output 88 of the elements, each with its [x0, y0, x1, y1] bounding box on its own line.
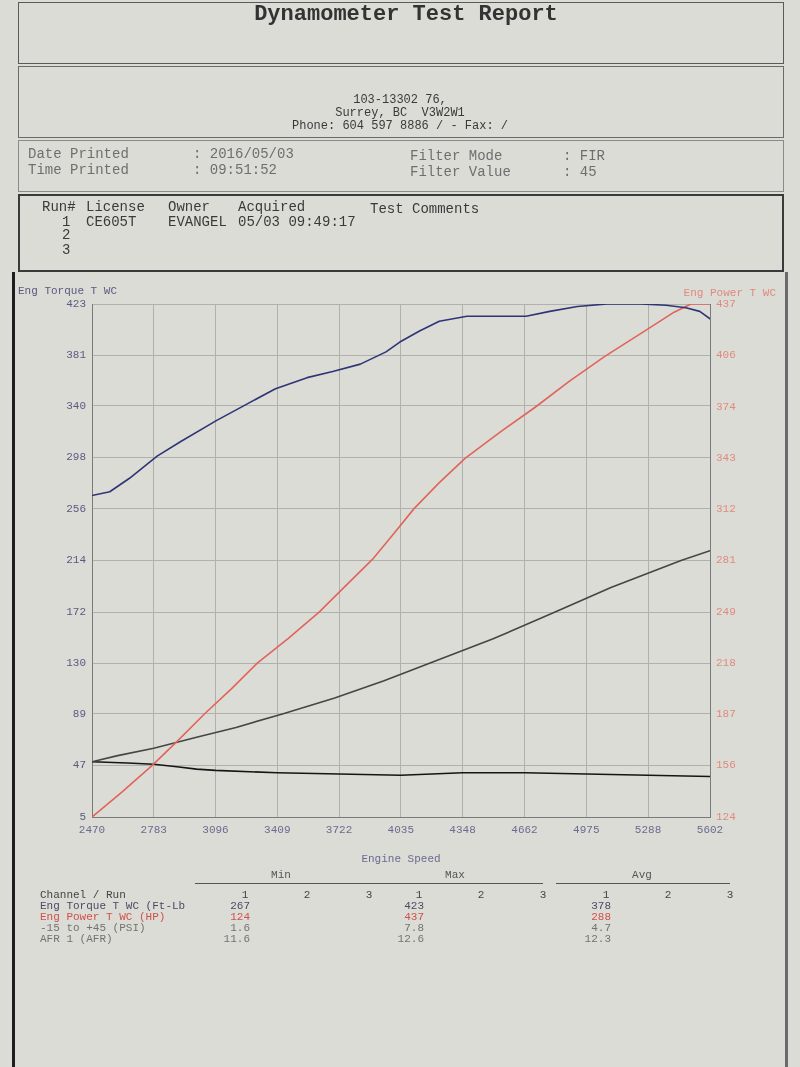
x-tick-label: 3409: [264, 823, 291, 836]
y-tick-label: 298: [66, 451, 86, 464]
text: 05/03 09:49:17: [238, 214, 356, 230]
data-label: 288: [591, 911, 611, 923]
data-label: 124: [230, 911, 250, 923]
x-tick-label: 3722: [325, 823, 353, 836]
legend-title: Channel / Run: [40, 889, 126, 901]
y-tick-label: 47: [72, 759, 86, 772]
legend-label: Eng Power T WC (HP): [40, 911, 166, 923]
text: Phone: 604 597 8886 / - Fax: /: [291, 119, 509, 133]
category-label: 2: [303, 889, 311, 901]
text: Date Printed: [28, 146, 129, 162]
text: 2: [62, 227, 71, 243]
x-tick-label: 5288: [634, 823, 662, 836]
y-tick-label: 381: [66, 349, 87, 362]
category-label: 2: [664, 889, 672, 901]
text: Dynamometer Test Report: [254, 2, 558, 27]
y2-tick-label: 312: [716, 503, 736, 516]
y-tick-label: 130: [66, 657, 86, 670]
x-tick-label: 3096: [202, 823, 229, 836]
category-label: 3: [365, 889, 373, 901]
x-tick-label: 2783: [140, 823, 167, 836]
category-label: 3: [539, 889, 547, 901]
data-label: 437: [404, 911, 424, 923]
x-axis-title: Engine Speed: [361, 853, 441, 866]
y2-tick-label: 437: [716, 297, 736, 310]
y2-tick-label: 218: [716, 657, 736, 670]
text: Owner: [168, 199, 211, 215]
y-tick-label: 214: [66, 554, 87, 567]
y-tick-label: 423: [66, 297, 86, 310]
data-label: 267: [230, 900, 250, 912]
category-label: 2: [477, 889, 485, 901]
category-label: 1: [241, 889, 249, 901]
text: License: [86, 199, 145, 215]
y2-tick-label: 124: [716, 810, 737, 823]
text: : 2016/05/03: [193, 146, 294, 162]
data-label: 12.3: [584, 933, 611, 945]
text: Avg: [632, 869, 652, 881]
text: Filter Mode: [410, 148, 503, 164]
x-tick-label: 4035: [387, 823, 415, 836]
text: : 09:51:52: [193, 162, 278, 178]
y2-axis-title: Eng Power T WC: [683, 286, 777, 299]
text: Time Printed: [28, 162, 129, 178]
data-label: 12.6: [397, 933, 424, 945]
text: : 45: [563, 164, 597, 180]
category-label: 1: [415, 889, 423, 901]
text: EVANGEL: [168, 214, 227, 230]
legend-label: -15 to +45 (PSI): [40, 922, 146, 934]
data-label: 11.6: [223, 933, 250, 945]
legend-label: AFR 1 (AFR): [40, 933, 113, 945]
x-tick-label: 4348: [449, 823, 476, 836]
text: Acquired: [238, 199, 306, 215]
y2-tick-label: 281: [716, 554, 737, 567]
data-label: 7.8: [404, 922, 424, 934]
data-label: 1.6: [230, 922, 250, 934]
x-tick-label: 4975: [573, 823, 600, 836]
category-label: 1: [602, 889, 610, 901]
category-label: 3: [726, 889, 734, 901]
text: Run#: [42, 199, 76, 215]
text: Surrey, BC V3W2W1: [335, 106, 465, 120]
y2-tick-label: 343: [716, 451, 736, 464]
y-tick-label: 256: [66, 502, 86, 515]
y-tick-label: 89: [72, 707, 86, 720]
data-label: 378: [591, 900, 611, 912]
data-label: 4.7: [591, 922, 611, 934]
x-tick-label: 2470: [78, 823, 106, 836]
x-tick-label: 4662: [511, 823, 538, 836]
text: Filter Value: [410, 164, 511, 180]
y2-tick-label: 249: [716, 605, 736, 618]
text: 103-13302 76,: [353, 93, 447, 107]
text: 1: [62, 214, 71, 230]
x-tick-label: 5602: [696, 823, 724, 836]
text: : FIR: [563, 148, 606, 164]
y-tick-label: 340: [66, 399, 86, 412]
text: Test Comments: [370, 201, 480, 217]
text: Min: [271, 869, 291, 881]
data-label: 423: [404, 900, 424, 912]
text: 3: [62, 242, 71, 258]
y2-tick-label: 156: [716, 759, 736, 772]
text: Max: [445, 869, 465, 881]
y-tick-label: 172: [66, 605, 86, 618]
y-tick-label: 5: [79, 810, 86, 823]
y2-tick-label: 406: [716, 349, 736, 362]
legend-label: Eng Torque T WC (Ft-Lb: [40, 900, 186, 912]
y2-tick-label: 187: [716, 708, 736, 721]
y-axis-title: Eng Torque T WC: [18, 284, 118, 297]
text: CE605T: [86, 214, 137, 230]
y2-tick-label: 374: [716, 400, 737, 413]
